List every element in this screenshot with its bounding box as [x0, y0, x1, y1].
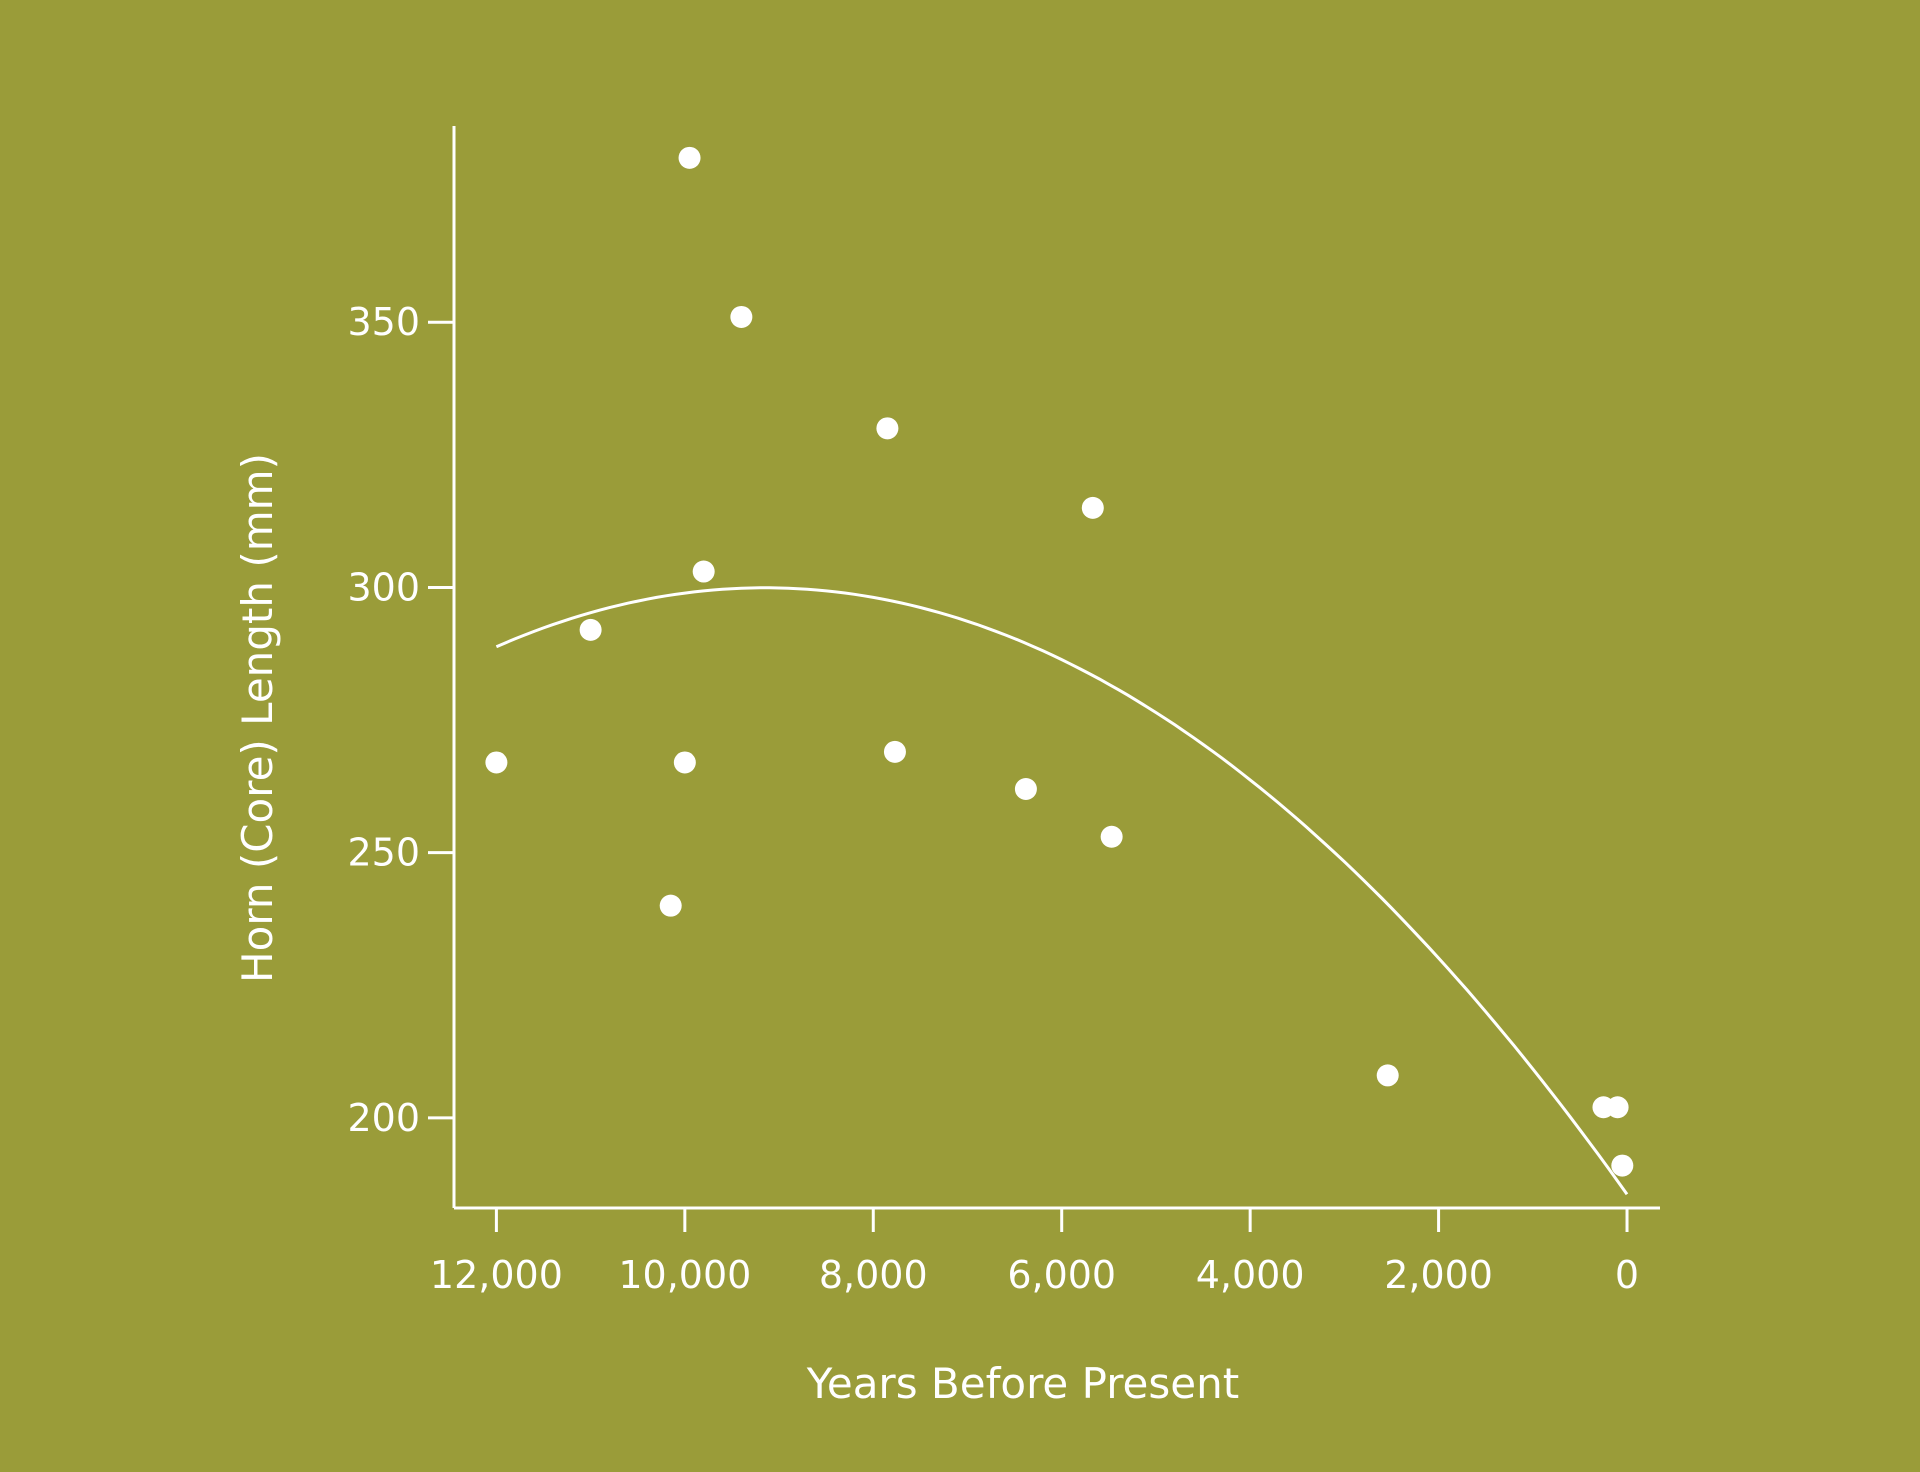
y-axis-title: Horn (Core) Length (mm)	[233, 453, 282, 983]
data-point	[692, 560, 715, 583]
data-point	[1100, 825, 1123, 848]
data-points	[485, 146, 1634, 1177]
data-point	[883, 740, 906, 763]
trend-curve	[495, 586, 1629, 1196]
x-tick-label: 12,000	[430, 1253, 563, 1297]
data-point	[1606, 1096, 1629, 1119]
data-point	[1014, 777, 1037, 800]
x-tick-label: 6,000	[1007, 1253, 1116, 1297]
y-tick-label: 200	[347, 1096, 420, 1140]
y-tick-label: 350	[347, 300, 420, 344]
y-tick-label: 250	[347, 831, 420, 875]
x-tick-label: 2,000	[1384, 1253, 1493, 1297]
data-point	[1611, 1154, 1634, 1177]
data-point	[678, 146, 701, 169]
data-point	[1376, 1064, 1399, 1087]
data-point	[730, 305, 753, 328]
data-point	[876, 417, 899, 440]
x-axis-title: Years Before Present	[806, 1359, 1239, 1408]
data-point	[485, 751, 508, 774]
data-point	[673, 751, 696, 774]
y-tick-label: 300	[347, 565, 420, 609]
x-tick-label: 4,000	[1196, 1253, 1305, 1297]
y-axis: 200 250 300 350	[347, 126, 456, 1208]
x-axis: 12,000 10,000 8,000 6,000 4,000 2,000 0	[430, 1206, 1660, 1297]
data-point	[1081, 496, 1104, 519]
data-point	[579, 618, 602, 641]
x-tick-label: 10,000	[618, 1253, 751, 1297]
data-point	[659, 894, 682, 917]
x-tick-label: 8,000	[819, 1253, 928, 1297]
x-tick-label: 0	[1615, 1253, 1639, 1297]
